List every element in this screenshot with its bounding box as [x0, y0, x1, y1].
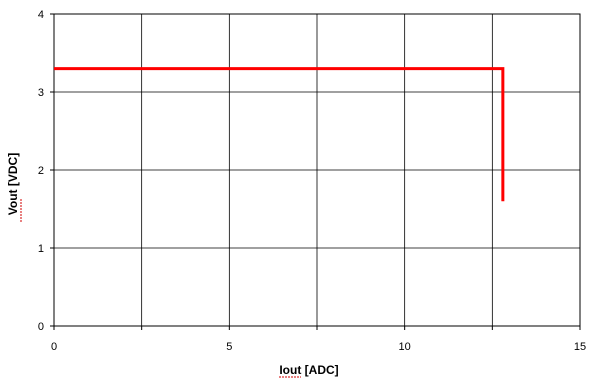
x-tick-label: 10	[399, 341, 411, 353]
x-tick-labels: 0 5 10 15	[51, 341, 586, 353]
x-tick-label: 5	[226, 341, 232, 353]
x-tick-label: 15	[574, 341, 586, 353]
series-line	[54, 67, 505, 202]
y-tick-label: 2	[38, 165, 44, 177]
grid	[54, 14, 580, 326]
axis-ticks	[50, 13, 581, 330]
y-tick-label: 3	[38, 87, 44, 99]
series-layer	[54, 67, 505, 202]
y-tick-label: 0	[38, 321, 44, 333]
x-axis-title: Iout [ADC]	[279, 363, 338, 377]
y-tick-label: 4	[38, 9, 44, 21]
x-tick-label: 0	[51, 341, 57, 353]
y-tick-label: 1	[38, 243, 44, 255]
y-axis-title: Vout [VDC]	[6, 153, 20, 215]
y-tick-labels: 0 1 2 3 4	[38, 9, 44, 333]
